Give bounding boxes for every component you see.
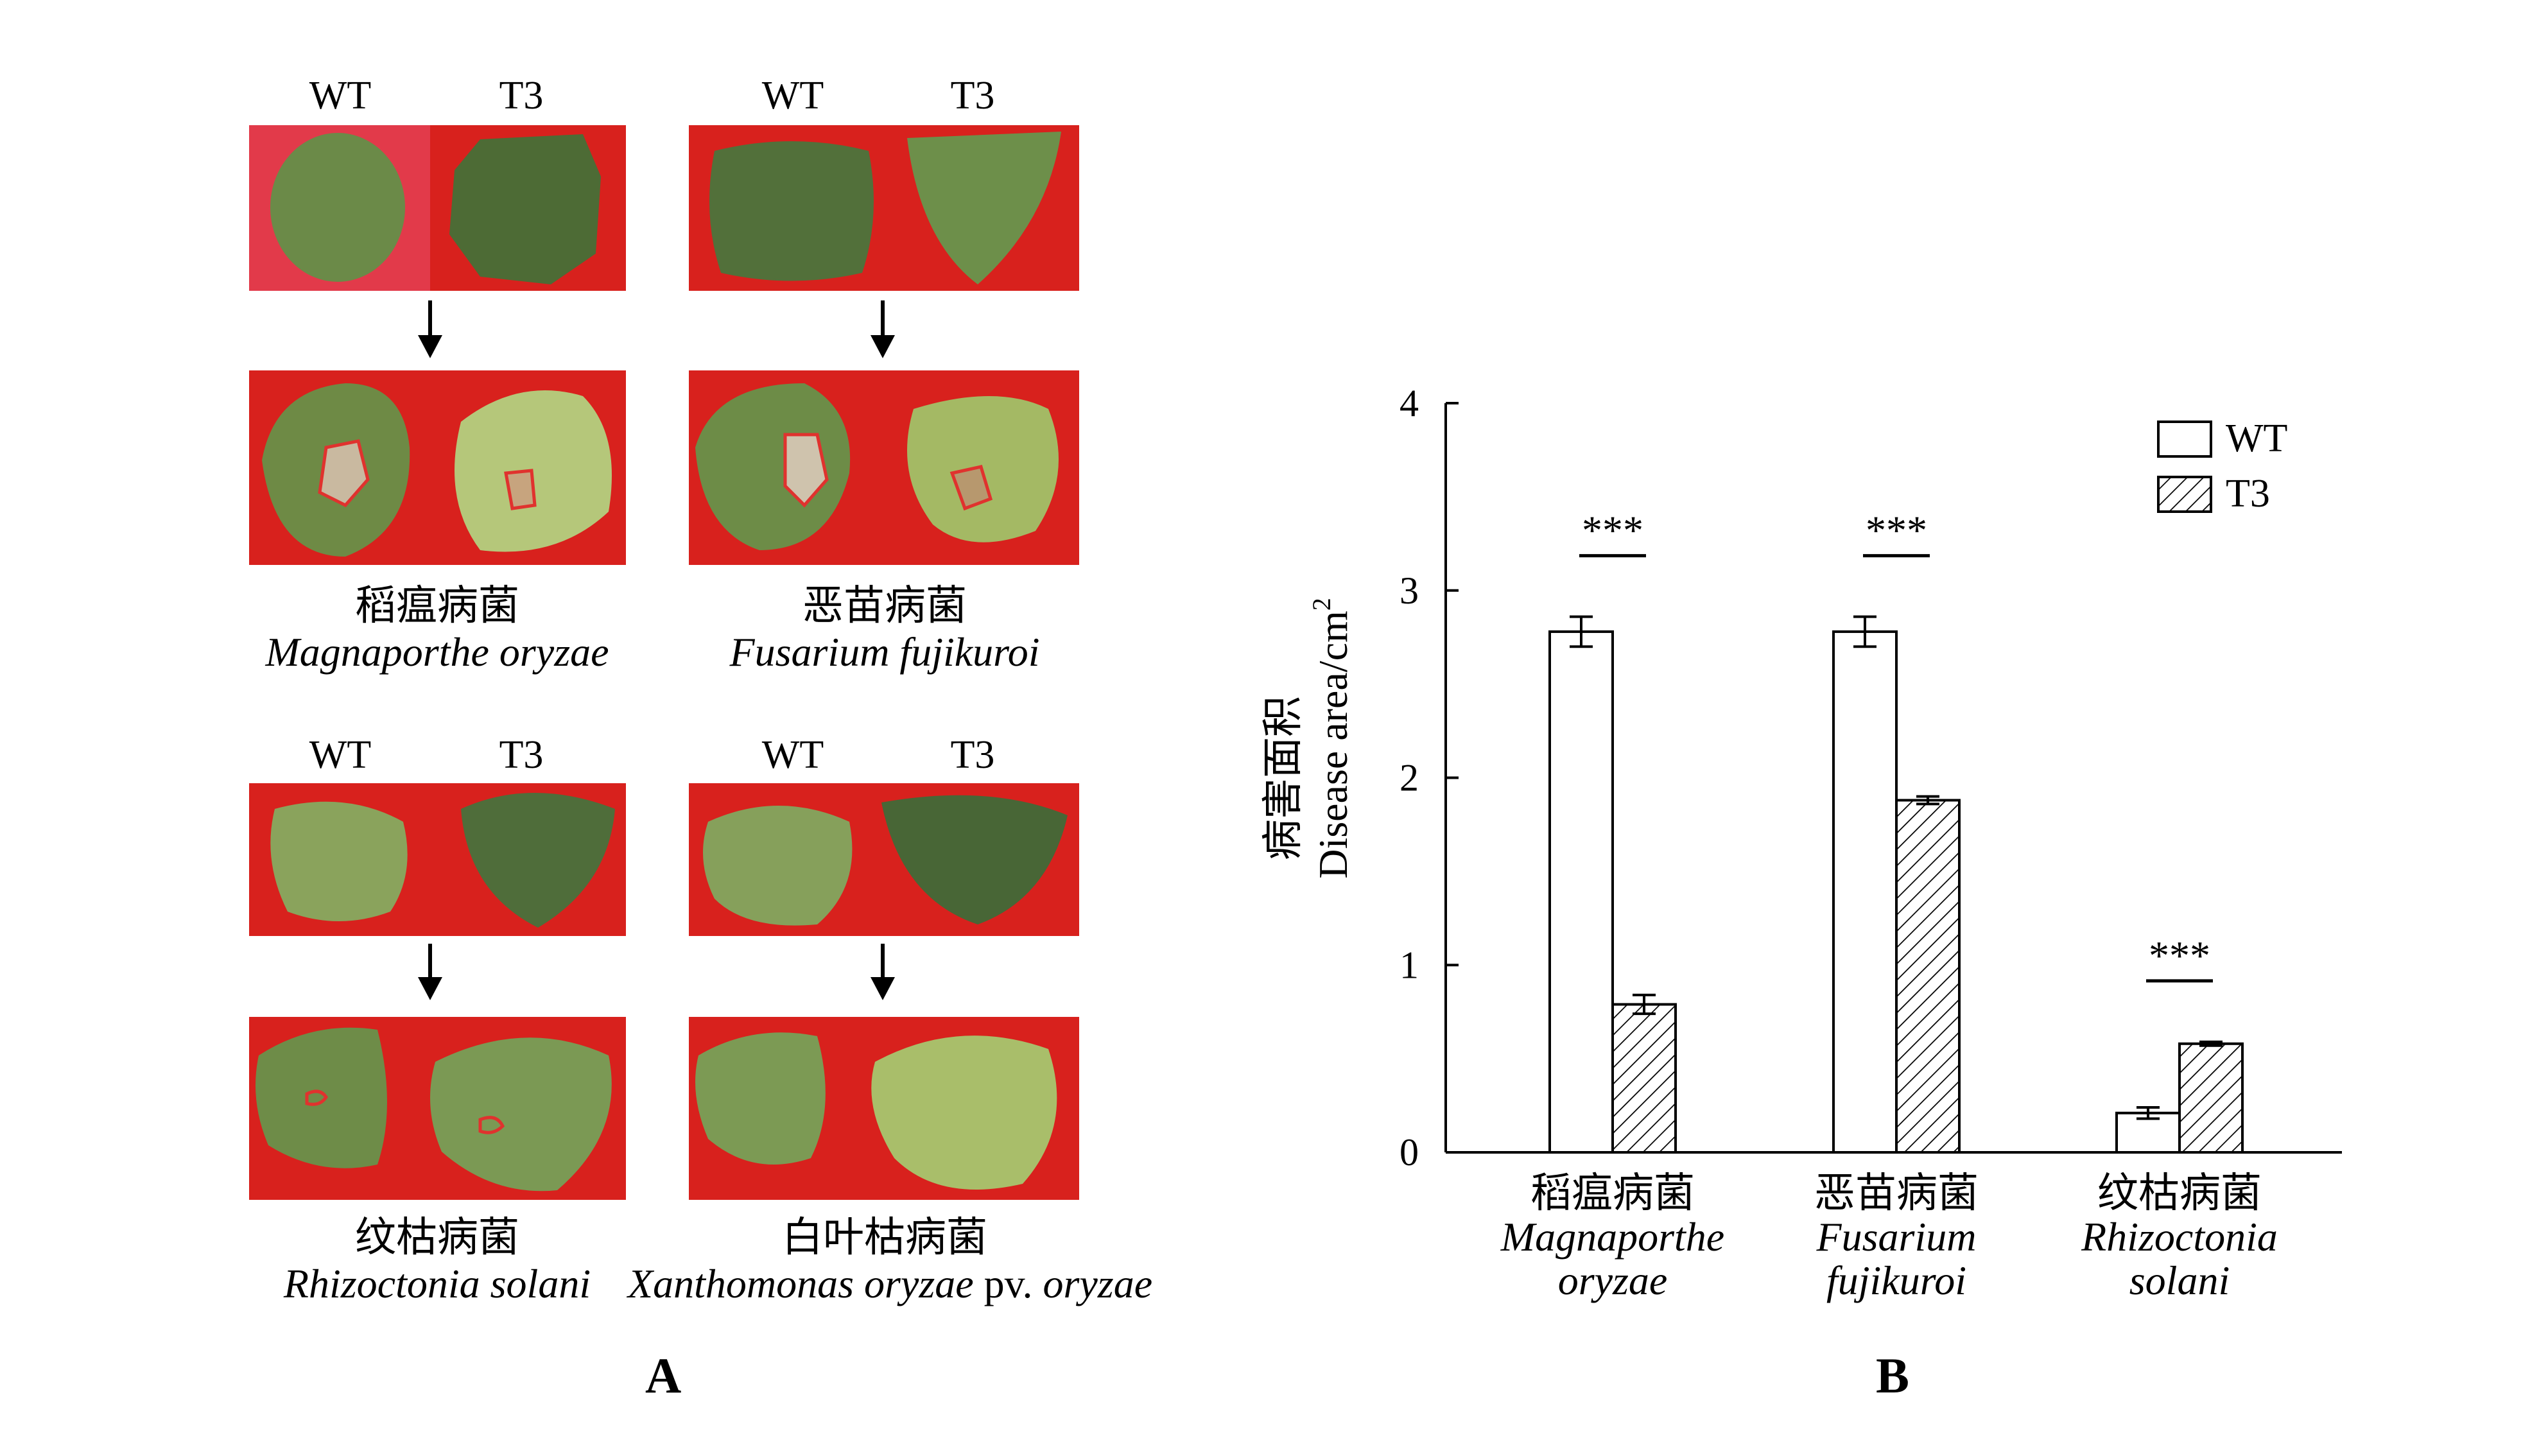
arrow-down-icon <box>871 944 895 1000</box>
leaf-photo-before <box>249 125 626 291</box>
t3-bar <box>2178 1042 2244 1154</box>
pathogen-caption: 白叶枯病菌 Xanthomonas oryzae pv. oryzae <box>628 1215 1153 1306</box>
wt-label: WT <box>309 733 372 777</box>
legend-label: WT <box>2226 417 2287 460</box>
wt-bar <box>1548 630 1614 1154</box>
legend-label: T3 <box>2226 472 2270 516</box>
pathogen-name-cn: 恶苗病菌 <box>802 583 967 628</box>
wt-bar <box>1832 630 1898 1154</box>
arrow-down-icon <box>418 944 442 1000</box>
leaf-photo-before <box>689 783 1079 936</box>
pathogen-caption: 稻瘟病菌 Magnaporthe oryzae <box>245 583 630 675</box>
significance-marker: *** <box>1582 508 1643 553</box>
leaf-photo-after <box>689 1017 1079 1200</box>
leaf-photo-before <box>249 783 626 936</box>
legend-swatch <box>2157 420 2212 458</box>
y-tick-label: 0 <box>1400 1131 1419 1174</box>
t3-label: T3 <box>950 74 995 117</box>
y-tick-label: 3 <box>1400 569 1419 612</box>
y-axis-label-cn: 病害面积 <box>1260 696 1306 860</box>
leaf-photo-after <box>249 370 626 565</box>
pathogen-caption: 恶苗病菌 Fusarium fujikuroi <box>692 583 1077 675</box>
t3-label: T3 <box>499 74 544 117</box>
wt-label: WT <box>761 74 824 117</box>
t3-label: T3 <box>499 733 544 777</box>
y-tick-label: 4 <box>1400 382 1419 424</box>
x-tick-label-cn: 稻瘟病菌 <box>1530 1170 1695 1216</box>
leaf-photo-before <box>689 125 1079 291</box>
pathogen-name-cn: 稻瘟病菌 <box>355 583 519 628</box>
x-tick-label-cn: 恶苗病菌 <box>1814 1170 1979 1216</box>
x-tick-label-latin: Fusarium <box>1816 1214 1977 1260</box>
y-tick-label: 2 <box>1400 757 1419 799</box>
significance-marker: *** <box>1866 508 1927 553</box>
x-tick-label-latin: fujikuroi <box>1826 1258 1966 1303</box>
arrow-down-icon <box>871 300 895 358</box>
x-tick-label-latin: Rhizoctonia <box>2081 1214 2278 1260</box>
pathogen-caption: 纹枯病菌 Rhizoctonia solani <box>245 1215 630 1306</box>
pathogen-name-latin: Magnaporthe oryzae <box>265 628 609 675</box>
leaf-photo-after <box>249 1017 626 1200</box>
panel-label: A <box>645 1348 682 1403</box>
leaf-photo-after <box>689 370 1079 565</box>
wt-label: WT <box>761 733 824 777</box>
x-tick-label-latin: solani <box>2129 1258 2230 1303</box>
y-axis-label-en: Disease area/cm2 <box>1307 598 1356 879</box>
x-tick-label-cn: 纹枯病菌 <box>2097 1170 2262 1216</box>
pathogen-name-latin: Fusarium fujikuroi <box>729 628 1040 675</box>
x-tick-label-latin: oryzae <box>1558 1258 1668 1303</box>
t3-bar <box>1611 1003 1677 1154</box>
arrow-down-icon <box>418 300 442 358</box>
panel-label: B <box>1876 1348 1910 1403</box>
significance-marker: *** <box>2149 933 2210 978</box>
pathogen-name-latin: Xanthomonas oryzae pv. oryzae <box>628 1260 1153 1306</box>
legend-swatch <box>2157 476 2212 513</box>
wt-label: WT <box>309 74 372 117</box>
pathogen-name-latin: Rhizoctonia solani <box>283 1260 591 1306</box>
t3-label: T3 <box>950 733 995 777</box>
y-tick-label: 1 <box>1400 944 1419 986</box>
pathogen-name-cn: 纹枯病菌 <box>355 1215 519 1260</box>
pathogen-name-cn: 白叶枯病菌 <box>782 1215 987 1260</box>
t3-bar <box>1895 799 1961 1154</box>
x-tick-label-latin: Magnaporthe <box>1500 1214 1724 1260</box>
